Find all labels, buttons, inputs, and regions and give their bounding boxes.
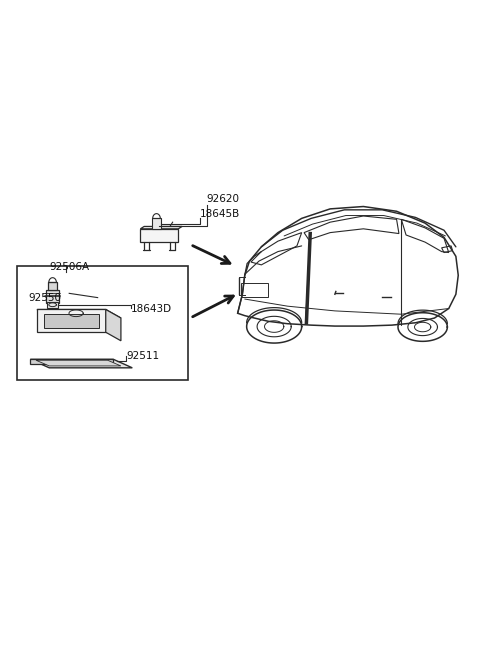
Bar [44, 314, 98, 328]
Polygon shape [36, 360, 121, 366]
Polygon shape [106, 309, 121, 341]
Polygon shape [30, 360, 113, 364]
Polygon shape [37, 309, 121, 318]
Text: 92506A: 92506A [49, 261, 89, 272]
Polygon shape [140, 229, 179, 242]
Text: 18645B: 18645B [200, 210, 240, 219]
Polygon shape [37, 309, 106, 332]
Bar [241, 284, 267, 297]
Bar [17, 266, 188, 380]
Text: 18643D: 18643D [131, 303, 172, 314]
Text: 92620: 92620 [207, 194, 240, 204]
Polygon shape [47, 290, 59, 303]
Polygon shape [30, 360, 132, 368]
Polygon shape [47, 302, 58, 308]
Text: 92550: 92550 [29, 293, 62, 303]
Polygon shape [48, 282, 57, 290]
Polygon shape [140, 227, 182, 229]
Text: 92511: 92511 [126, 351, 159, 361]
Polygon shape [152, 218, 161, 229]
